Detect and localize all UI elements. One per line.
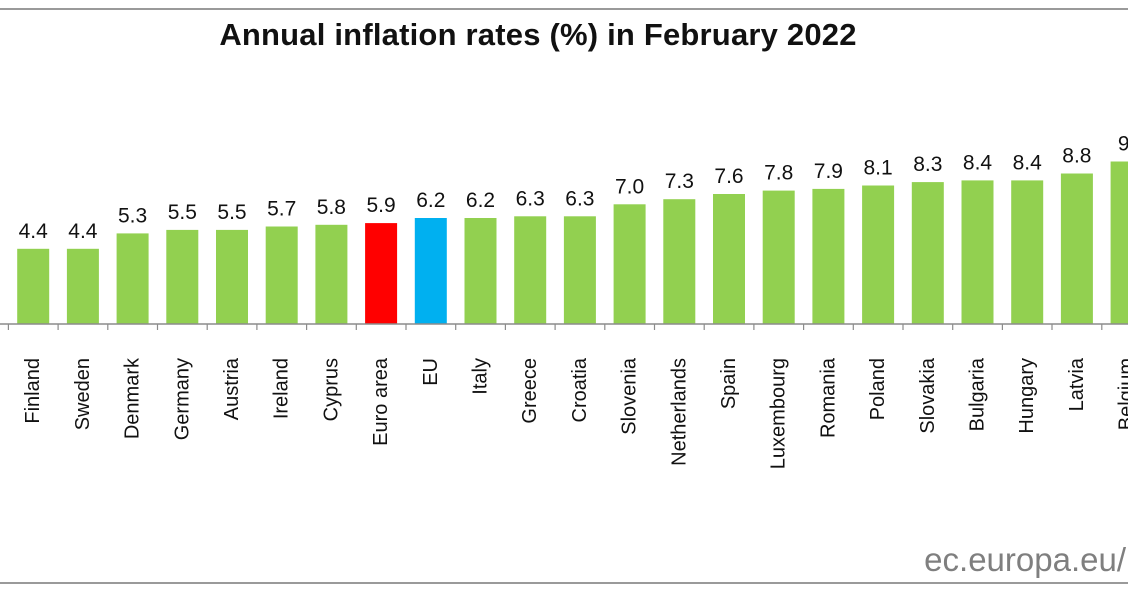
source-watermark: ec.europa.eu/ (924, 541, 1126, 578)
value-label-austria: 5.5 (217, 201, 246, 224)
value-label-romania: 7.9 (814, 160, 843, 183)
bar-ireland (265, 226, 298, 324)
bars-layer (17, 161, 1128, 324)
bar-luxembourg (762, 190, 795, 324)
bar-sweden (66, 248, 99, 324)
category-label-cyprus: Cyprus (320, 358, 342, 421)
ticks-layer (7, 324, 1103, 330)
value-label-cyprus: 5.8 (317, 196, 346, 219)
category-label-belgium: Belgium (1116, 358, 1128, 430)
category-label-slovakia: Slovakia (917, 357, 939, 433)
bar-hungary (1011, 180, 1044, 324)
category-label-denmark: Denmark (122, 357, 144, 439)
value-label-poland: 8.1 (863, 157, 892, 180)
value-label-euro-area: 5.9 (366, 194, 395, 217)
category-label-poland: Poland (867, 358, 889, 420)
bar-belgium (1110, 161, 1128, 324)
bar-romania (812, 188, 845, 324)
category-label-greece: Greece (519, 358, 541, 424)
value-label-belgium: 9. (1118, 133, 1128, 156)
value-labels-layer: 4.4 4.4 5.3 5.5 5.5 5.7 5.8 5.9 6.2 6.2 6.3 6.3 7.0 7… (19, 133, 1128, 243)
bar-croatia (563, 216, 596, 324)
category-label-austria: Austria (221, 357, 243, 420)
category-label-ireland: Ireland (271, 358, 293, 419)
category-label-croatia: Croatia (569, 357, 591, 422)
category-label-romania: Romania (817, 357, 839, 438)
value-label-sweden: 4.4 (68, 220, 98, 243)
bar-slovakia (911, 182, 944, 324)
category-label-italy: Italy (470, 358, 492, 395)
value-label-germany: 5.5 (168, 201, 197, 224)
bar-bulgaria (961, 180, 994, 324)
category-label-hungary: Hungary (1016, 358, 1038, 434)
value-label-greece: 6.3 (516, 187, 545, 210)
value-label-hungary: 8.4 (1013, 151, 1043, 174)
value-label-slovenia: 7.0 (615, 175, 644, 198)
category-label-euro-area: Euro area (370, 357, 392, 446)
chart-title: Annual inflation rates (%) in February 2… (219, 17, 857, 52)
bar-italy (464, 218, 497, 324)
value-label-bulgaria: 8.4 (963, 151, 993, 174)
bar-netherlands (663, 199, 696, 324)
bar-eu (414, 218, 447, 324)
value-label-ireland: 5.7 (267, 198, 296, 221)
bar-poland (862, 185, 895, 324)
bar-finland (17, 248, 50, 324)
value-label-netherlands: 7.3 (665, 170, 694, 193)
category-label-bulgaria: Bulgaria (967, 357, 989, 431)
value-label-finland: 4.4 (19, 220, 49, 243)
value-label-spain: 7.6 (714, 165, 743, 188)
bar-slovenia (613, 204, 646, 324)
category-label-netherlands: Netherlands (668, 358, 690, 466)
bar-denmark (116, 233, 149, 324)
category-label-latvia: Latvia (1066, 357, 1088, 411)
category-label-germany: Germany (171, 358, 193, 440)
value-label-italy: 6.2 (466, 189, 495, 212)
value-label-denmark: 5.3 (118, 204, 147, 227)
chart-frame (0, 8, 1128, 584)
value-label-eu: 6.2 (416, 189, 445, 212)
category-label-sweden: Sweden (72, 358, 94, 430)
bar-cyprus (315, 224, 348, 324)
bar-euro-area (365, 223, 398, 324)
category-label-spain: Spain (718, 358, 740, 409)
bar-austria (216, 229, 248, 324)
value-label-luxembourg: 7.8 (764, 162, 793, 185)
category-label-finland: Finland (22, 358, 44, 424)
bar-germany (166, 229, 199, 324)
bar-greece (514, 216, 547, 324)
bar-spain (713, 194, 745, 324)
value-label-latvia: 8.8 (1062, 145, 1091, 168)
value-label-slovakia: 8.3 (913, 153, 942, 176)
category-label-luxembourg: Luxembourg (768, 358, 790, 469)
bar-latvia (1060, 173, 1093, 324)
value-label-croatia: 6.3 (565, 187, 594, 210)
category-label-eu: EU (420, 358, 442, 386)
category-labels-layer: Finland Sweden Denmark Germany Austria Irelan… (22, 357, 1128, 469)
category-label-slovenia: Slovenia (619, 357, 641, 435)
